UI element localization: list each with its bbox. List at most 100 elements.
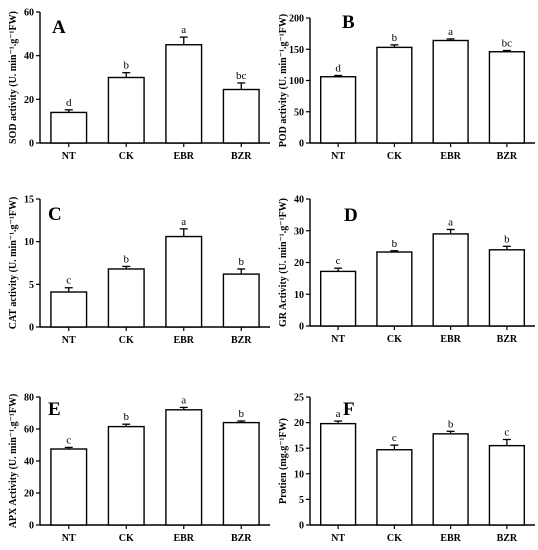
bar-ck: [376, 46, 413, 144]
significance-label: c: [66, 434, 71, 446]
x-tick-label: CK: [119, 335, 134, 346]
bar-bzr: [222, 273, 260, 328]
y-tick-label: 60: [24, 425, 34, 436]
x-tick-label: EBR: [173, 151, 194, 162]
y-tick-label: 5: [299, 495, 304, 506]
significance-label: a: [448, 216, 453, 228]
y-axis-title: Protien (mg.g⁻¹FW): [278, 418, 289, 504]
bar-ebr: [432, 39, 469, 144]
bar-ck: [107, 268, 145, 328]
panel-letter: A: [52, 17, 66, 38]
y-tick-label: 60: [24, 8, 34, 19]
significance-label: d: [66, 97, 72, 109]
bar-ebr: [165, 235, 203, 328]
panel-a: 0 20 40 60 SOD activity (U. min⁻¹.g⁻¹FW) Ad NT…: [8, 8, 270, 162]
x-tick-label: BZR: [497, 334, 518, 345]
panel-f: 0 5 10 15 20 25 Protien (mg.g⁻¹FW) Fa NT c CK b EBR c…: [278, 393, 535, 544]
x-tick-label: EBR: [440, 533, 461, 544]
significance-label: b: [124, 253, 130, 265]
y-tick-label: 150: [289, 45, 304, 56]
x-tick-label: BZR: [231, 335, 252, 346]
bar-bzr: [488, 249, 526, 327]
significance-label: bc: [502, 38, 513, 50]
y-tick-label: 0: [29, 323, 34, 334]
significance-label: a: [448, 26, 453, 38]
y-tick-label: 50: [294, 107, 304, 118]
x-tick-label: NT: [62, 533, 76, 544]
x-tick-label: CK: [119, 533, 134, 544]
significance-label: b: [239, 408, 245, 420]
y-tick-label: 0: [299, 139, 304, 150]
bar-ebr: [165, 44, 203, 144]
bar-ebr: [165, 409, 203, 526]
panel-d: 0 10 20 30 40 GR Activity (U. min⁻¹.g⁻¹FW) Dc N…: [278, 195, 535, 345]
x-tick-label: EBR: [440, 151, 461, 162]
bar-ck: [107, 425, 145, 526]
bar-ck: [107, 76, 145, 144]
y-tick-label: 20: [24, 95, 34, 106]
y-tick-label: 5: [29, 280, 34, 291]
x-tick-label: NT: [62, 335, 76, 346]
x-tick-label: NT: [331, 334, 345, 345]
bar-nt: [319, 422, 357, 526]
significance-label: b: [448, 418, 454, 430]
y-axis-title: GR Activity (U. min⁻¹.g⁻¹FW): [278, 198, 289, 327]
y-tick-label: 40: [24, 51, 34, 62]
y-tick-label: 20: [294, 418, 304, 429]
bar-nt: [319, 76, 357, 144]
bar-bzr: [222, 421, 260, 526]
x-tick-label: BZR: [231, 533, 252, 544]
y-tick-label: 20: [294, 258, 304, 269]
bar-bzr: [488, 444, 526, 526]
bar-nt: [50, 448, 88, 526]
x-tick-label: NT: [331, 533, 345, 544]
y-tick-label: 200: [289, 14, 304, 25]
x-tick-label: CK: [387, 334, 402, 345]
y-tick-label: 0: [29, 139, 34, 150]
y-tick-label: 30: [294, 226, 304, 237]
bar-ck: [376, 251, 413, 327]
x-tick-label: BZR: [231, 151, 252, 162]
y-axis-title: POD activity (U. min⁻¹.g⁻¹FW): [278, 14, 289, 147]
x-tick-label: CK: [387, 151, 402, 162]
significance-label: a: [181, 216, 186, 228]
significance-label: c: [504, 426, 509, 438]
bar-bzr: [222, 88, 260, 144]
significance-label: a: [336, 408, 341, 420]
significance-label: d: [335, 63, 341, 75]
panel-letter: C: [48, 204, 62, 225]
y-tick-label: 40: [294, 195, 304, 206]
significance-label: b: [392, 32, 398, 44]
y-tick-label: 0: [299, 521, 304, 532]
bar-nt: [319, 270, 357, 327]
y-axis-title: SOD activity (U. min⁻¹.g⁻¹FW): [8, 11, 19, 144]
y-tick-label: 25: [294, 393, 304, 404]
x-tick-label: EBR: [440, 334, 461, 345]
significance-label: c: [336, 255, 341, 267]
x-tick-label: CK: [387, 533, 402, 544]
panel-c: 0 5 10 15 CAT activity (U. min⁻¹.g⁻¹FW) Cc NT b…: [8, 195, 270, 346]
x-tick-label: BZR: [497, 151, 518, 162]
x-tick-label: EBR: [173, 533, 194, 544]
bar-ebr: [432, 433, 469, 526]
bar-ebr: [432, 233, 469, 327]
significance-label: a: [181, 394, 186, 406]
significance-label: b: [392, 238, 398, 250]
y-tick-label: 80: [24, 393, 34, 404]
x-tick-label: CK: [119, 151, 134, 162]
panel-letter: B: [342, 12, 355, 33]
y-tick-label: 15: [24, 195, 34, 206]
y-tick-label: 10: [294, 290, 304, 301]
panel-letter: D: [344, 205, 358, 226]
y-tick-label: 10: [294, 469, 304, 480]
y-tick-label: 100: [289, 76, 304, 87]
panel-letter: E: [48, 399, 61, 420]
significance-label: a: [181, 24, 186, 36]
bar-nt: [50, 291, 88, 328]
y-tick-label: 10: [24, 237, 34, 248]
x-tick-label: NT: [331, 151, 345, 162]
x-tick-label: BZR: [497, 533, 518, 544]
y-tick-label: 0: [29, 521, 34, 532]
